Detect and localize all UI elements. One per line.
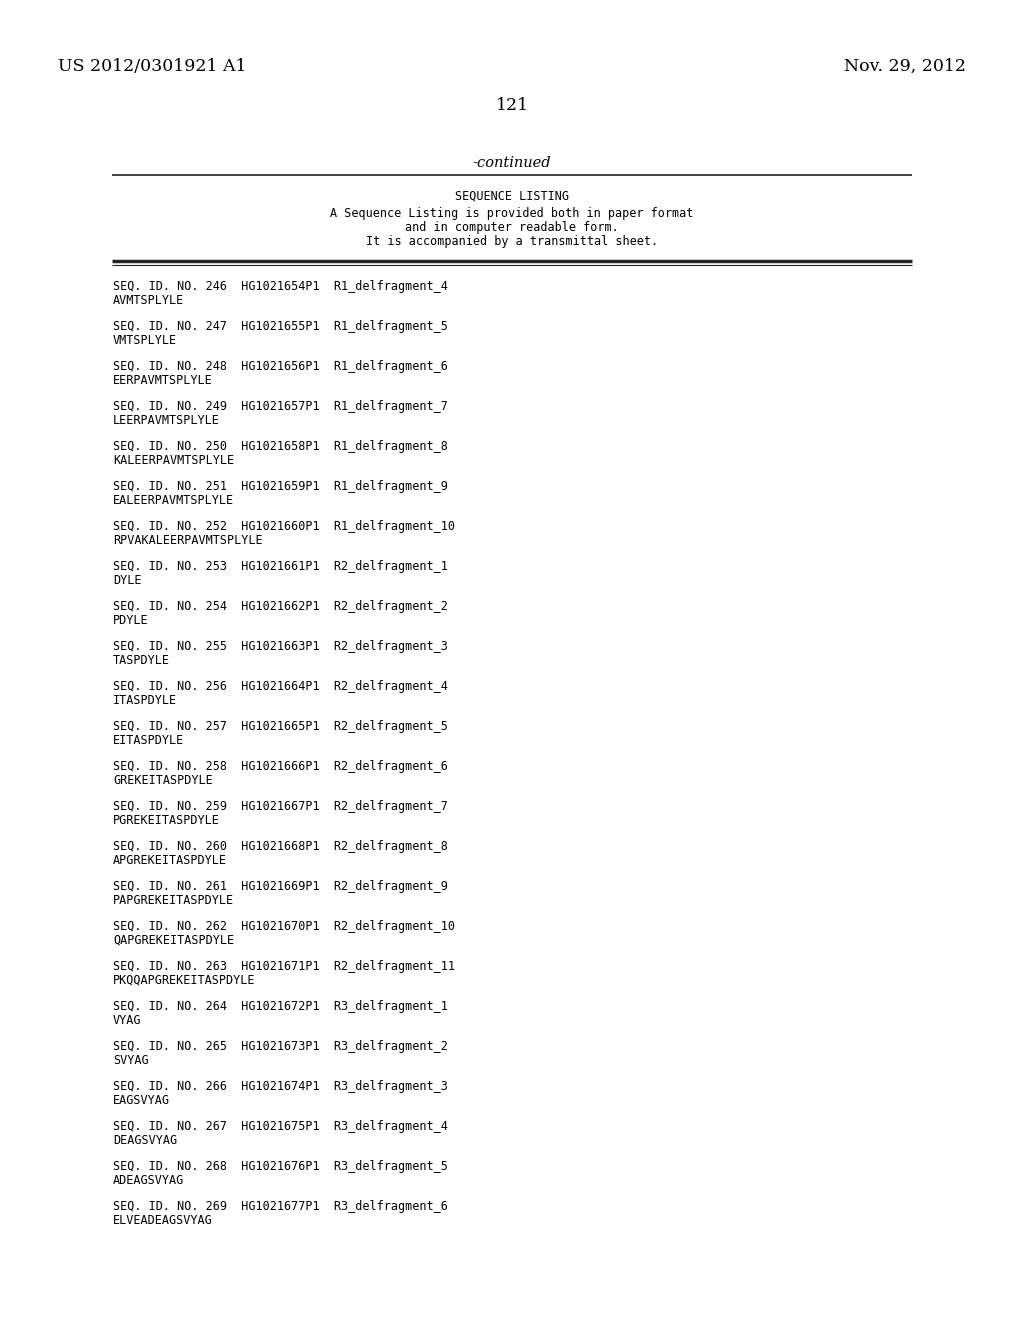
Text: PAPGREKEITASPDYLE: PAPGREKEITASPDYLE xyxy=(113,894,234,907)
Text: US 2012/0301921 A1: US 2012/0301921 A1 xyxy=(58,58,247,75)
Text: -continued: -continued xyxy=(473,156,551,170)
Text: ADEAGSVYAG: ADEAGSVYAG xyxy=(113,1173,184,1187)
Text: 121: 121 xyxy=(496,96,528,114)
Text: TASPDYLE: TASPDYLE xyxy=(113,653,170,667)
Text: SEQ. ID. NO. 251  HG1021659P1  R1_delfragment_9: SEQ. ID. NO. 251 HG1021659P1 R1_delfragm… xyxy=(113,480,447,492)
Text: SEQ. ID. NO. 260  HG1021668P1  R2_delfragment_8: SEQ. ID. NO. 260 HG1021668P1 R2_delfragm… xyxy=(113,840,447,853)
Text: SEQ. ID. NO. 257  HG1021665P1  R2_delfragment_5: SEQ. ID. NO. 257 HG1021665P1 R2_delfragm… xyxy=(113,719,447,733)
Text: EITASPDYLE: EITASPDYLE xyxy=(113,734,184,747)
Text: and in computer readable form.: and in computer readable form. xyxy=(406,220,618,234)
Text: PKQQAPGREKEITASPDYLE: PKQQAPGREKEITASPDYLE xyxy=(113,974,256,987)
Text: SEQ. ID. NO. 265  HG1021673P1  R3_delfragment_2: SEQ. ID. NO. 265 HG1021673P1 R3_delfragm… xyxy=(113,1040,447,1053)
Text: SEQUENCE LISTING: SEQUENCE LISTING xyxy=(455,190,569,203)
Text: SEQ. ID. NO. 250  HG1021658P1  R1_delfragment_8: SEQ. ID. NO. 250 HG1021658P1 R1_delfragm… xyxy=(113,440,447,453)
Text: SEQ. ID. NO. 263  HG1021671P1  R2_delfragment_11: SEQ. ID. NO. 263 HG1021671P1 R2_delfragm… xyxy=(113,960,455,973)
Text: SVYAG: SVYAG xyxy=(113,1053,148,1067)
Text: SEQ. ID. NO. 258  HG1021666P1  R2_delfragment_6: SEQ. ID. NO. 258 HG1021666P1 R2_delfragm… xyxy=(113,760,447,774)
Text: DYLE: DYLE xyxy=(113,574,141,587)
Text: EALEERPAVMTSPLYLE: EALEERPAVMTSPLYLE xyxy=(113,494,234,507)
Text: A Sequence Listing is provided both in paper format: A Sequence Listing is provided both in p… xyxy=(331,207,693,220)
Text: EAGSVYAG: EAGSVYAG xyxy=(113,1094,170,1107)
Text: SEQ. ID. NO. 262  HG1021670P1  R2_delfragment_10: SEQ. ID. NO. 262 HG1021670P1 R2_delfragm… xyxy=(113,920,455,933)
Text: It is accompanied by a transmittal sheet.: It is accompanied by a transmittal sheet… xyxy=(366,235,658,248)
Text: SEQ. ID. NO. 256  HG1021664P1  R2_delfragment_4: SEQ. ID. NO. 256 HG1021664P1 R2_delfragm… xyxy=(113,680,447,693)
Text: QAPGREKEITASPDYLE: QAPGREKEITASPDYLE xyxy=(113,935,234,946)
Text: SEQ. ID. NO. 264  HG1021672P1  R3_delfragment_1: SEQ. ID. NO. 264 HG1021672P1 R3_delfragm… xyxy=(113,1001,447,1012)
Text: SEQ. ID. NO. 253  HG1021661P1  R2_delfragment_1: SEQ. ID. NO. 253 HG1021661P1 R2_delfragm… xyxy=(113,560,447,573)
Text: LEERPAVMTSPLYLE: LEERPAVMTSPLYLE xyxy=(113,414,220,426)
Text: GREKEITASPDYLE: GREKEITASPDYLE xyxy=(113,774,213,787)
Text: SEQ. ID. NO. 268  HG1021676P1  R3_delfragment_5: SEQ. ID. NO. 268 HG1021676P1 R3_delfragm… xyxy=(113,1160,447,1173)
Text: PGREKEITASPDYLE: PGREKEITASPDYLE xyxy=(113,814,220,828)
Text: EERPAVMTSPLYLE: EERPAVMTSPLYLE xyxy=(113,374,213,387)
Text: SEQ. ID. NO. 261  HG1021669P1  R2_delfragment_9: SEQ. ID. NO. 261 HG1021669P1 R2_delfragm… xyxy=(113,880,447,894)
Text: SEQ. ID. NO. 252  HG1021660P1  R1_delfragment_10: SEQ. ID. NO. 252 HG1021660P1 R1_delfragm… xyxy=(113,520,455,533)
Text: ITASPDYLE: ITASPDYLE xyxy=(113,694,177,708)
Text: RPVAKALEERPAVMTSPLYLE: RPVAKALEERPAVMTSPLYLE xyxy=(113,535,262,546)
Text: SEQ. ID. NO. 259  HG1021667P1  R2_delfragment_7: SEQ. ID. NO. 259 HG1021667P1 R2_delfragm… xyxy=(113,800,447,813)
Text: KALEERPAVMTSPLYLE: KALEERPAVMTSPLYLE xyxy=(113,454,234,467)
Text: SEQ. ID. NO. 266  HG1021674P1  R3_delfragment_3: SEQ. ID. NO. 266 HG1021674P1 R3_delfragm… xyxy=(113,1080,447,1093)
Text: SEQ. ID. NO. 267  HG1021675P1  R3_delfragment_4: SEQ. ID. NO. 267 HG1021675P1 R3_delfragm… xyxy=(113,1119,447,1133)
Text: SEQ. ID. NO. 246  HG1021654P1  R1_delfragment_4: SEQ. ID. NO. 246 HG1021654P1 R1_delfragm… xyxy=(113,280,447,293)
Text: Nov. 29, 2012: Nov. 29, 2012 xyxy=(844,58,966,75)
Text: ELVEADEAGSVYAG: ELVEADEAGSVYAG xyxy=(113,1214,213,1228)
Text: AVMTSPLYLE: AVMTSPLYLE xyxy=(113,294,184,308)
Text: SEQ. ID. NO. 249  HG1021657P1  R1_delfragment_7: SEQ. ID. NO. 249 HG1021657P1 R1_delfragm… xyxy=(113,400,447,413)
Text: VYAG: VYAG xyxy=(113,1014,141,1027)
Text: SEQ. ID. NO. 254  HG1021662P1  R2_delfragment_2: SEQ. ID. NO. 254 HG1021662P1 R2_delfragm… xyxy=(113,601,447,612)
Text: DEAGSVYAG: DEAGSVYAG xyxy=(113,1134,177,1147)
Text: VMTSPLYLE: VMTSPLYLE xyxy=(113,334,177,347)
Text: SEQ. ID. NO. 247  HG1021655P1  R1_delfragment_5: SEQ. ID. NO. 247 HG1021655P1 R1_delfragm… xyxy=(113,319,447,333)
Text: SEQ. ID. NO. 269  HG1021677P1  R3_delfragment_6: SEQ. ID. NO. 269 HG1021677P1 R3_delfragm… xyxy=(113,1200,447,1213)
Text: PDYLE: PDYLE xyxy=(113,614,148,627)
Text: SEQ. ID. NO. 255  HG1021663P1  R2_delfragment_3: SEQ. ID. NO. 255 HG1021663P1 R2_delfragm… xyxy=(113,640,447,653)
Text: APGREKEITASPDYLE: APGREKEITASPDYLE xyxy=(113,854,227,867)
Text: SEQ. ID. NO. 248  HG1021656P1  R1_delfragment_6: SEQ. ID. NO. 248 HG1021656P1 R1_delfragm… xyxy=(113,360,447,374)
